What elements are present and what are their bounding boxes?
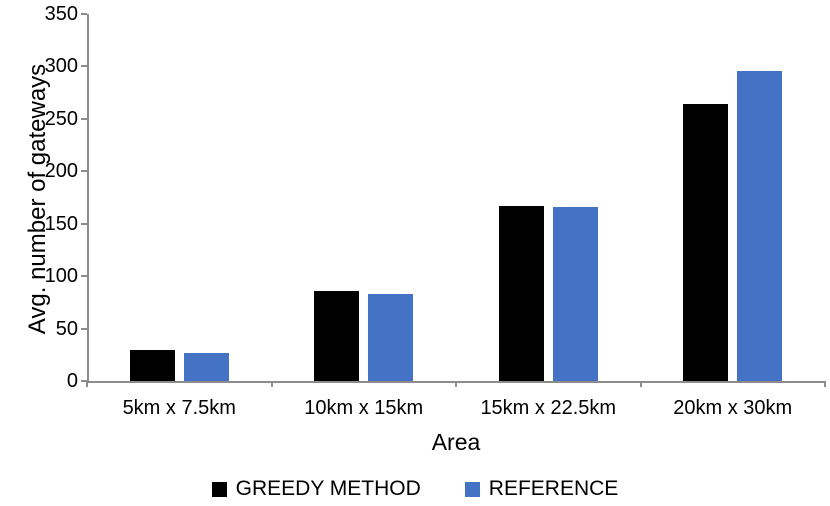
x-tick-label: 15km x 22.5km [480, 397, 617, 419]
y-tick-label: 50 [55, 317, 78, 340]
y-tick-mark [81, 170, 87, 173]
y-tick-mark [81, 275, 87, 278]
bar-reference-2 [368, 294, 414, 381]
x-tick-mark [455, 381, 457, 387]
legend-swatch-reference [464, 481, 480, 497]
y-tick-mark [81, 327, 87, 330]
legend-label-greedy-method: GREEDY METHOD [235, 477, 421, 500]
legend: GREEDY METHOD REFERENCE [0, 476, 830, 502]
y-tick-label: 300 [44, 55, 78, 78]
y-tick-mark [81, 65, 87, 68]
bar-reference-4 [737, 71, 783, 381]
x-tick-mark [86, 381, 88, 387]
y-tick-label: 250 [44, 107, 78, 130]
y-tick-label: 350 [44, 3, 78, 25]
x-tick-label: 10km x 15km [304, 397, 424, 419]
x-tick-mark [639, 381, 642, 387]
x-tick-label: 20km x 30km [673, 397, 793, 419]
y-tick-mark [81, 117, 87, 120]
bar-greedy-method-2 [314, 291, 360, 381]
y-tick-label: 100 [44, 265, 78, 288]
legend-swatch-greedy-method [211, 481, 227, 497]
y-tick-label: 0 [66, 370, 78, 392]
y-tick-label: 150 [44, 212, 78, 235]
bar-greedy-method-1 [129, 350, 175, 381]
x-axis-title: Area [431, 429, 481, 455]
x-tick-mark [824, 381, 826, 387]
y-tick-label: 200 [44, 160, 78, 183]
x-tick-label: 5km x 7.5km [122, 397, 236, 419]
bar-reference-1 [183, 353, 229, 381]
y-tick-mark [81, 222, 87, 225]
bar-greedy-method-4 [683, 104, 729, 381]
x-tick-mark [270, 381, 273, 387]
y-tick-mark [81, 380, 87, 382]
y-tick-mark [81, 13, 87, 15]
bar-greedy-method-3 [498, 206, 544, 381]
bar-reference-3 [552, 207, 598, 381]
legend-item-greedy-method: GREEDY METHOD [211, 476, 421, 502]
legend-item-reference: REFERENCE [464, 476, 619, 502]
legend-label-reference: REFERENCE [488, 477, 619, 500]
